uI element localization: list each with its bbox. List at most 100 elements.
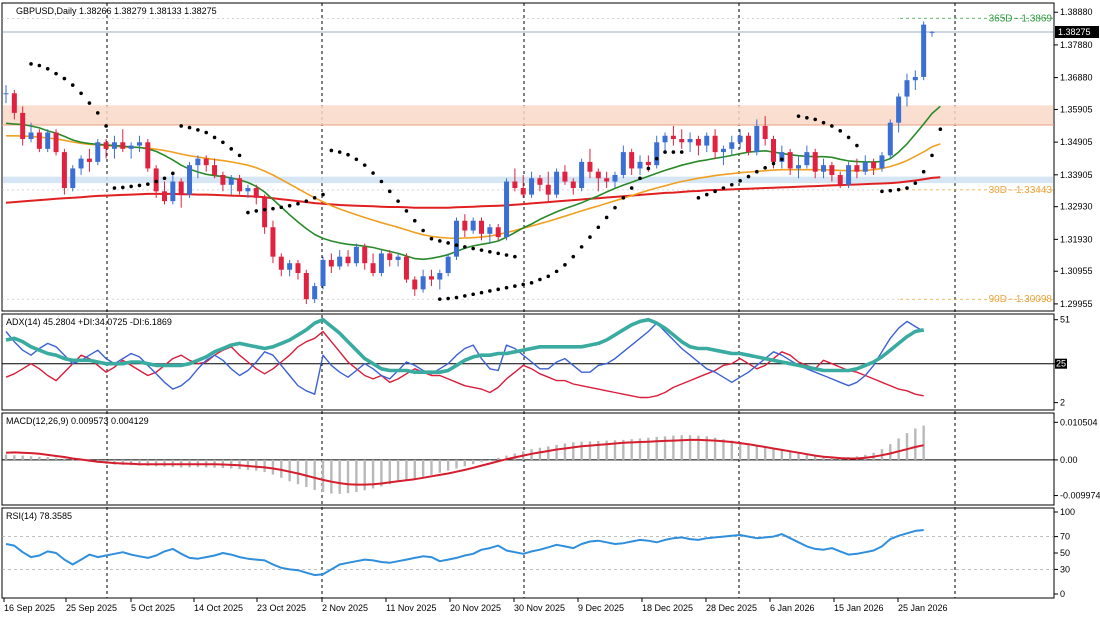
- candle-body: [262, 197, 268, 228]
- macd-histogram-bar: [630, 439, 633, 460]
- x-axis-label: 16 Sep 2025: [4, 603, 55, 613]
- sar-dot: [755, 169, 759, 174]
- candle-body: [796, 165, 802, 169]
- candle-body: [78, 158, 84, 169]
- sar-dot: [696, 196, 701, 200]
- price-y-tick-label: 1.29955: [1060, 299, 1093, 309]
- candle-body: [53, 132, 59, 153]
- macd-histogram-bar: [296, 459, 300, 485]
- candle-body: [770, 139, 776, 162]
- candle-body: [637, 161, 643, 169]
- rsi-y-tick-label: 0: [1060, 589, 1065, 599]
- candle-body: [495, 227, 501, 238]
- candle-body: [587, 161, 593, 172]
- x-axis-label: 30 Nov 2025: [514, 603, 565, 613]
- macd-histogram-bar: [597, 440, 600, 460]
- adx-y-tick-label: 25: [1056, 359, 1066, 369]
- sar-dot: [613, 205, 617, 210]
- current-price-label: 1.38275: [1058, 27, 1091, 37]
- macd-histogram-bar: [380, 459, 383, 487]
- x-axis-label: 20 Nov 2025: [450, 603, 501, 613]
- candle-body: [537, 178, 543, 185]
- sar-dot: [513, 254, 517, 259]
- macd-histogram-bar: [280, 459, 283, 478]
- candle-body: [904, 80, 910, 97]
- sma-slow-line: [5, 176, 941, 209]
- sar-dot: [221, 140, 225, 145]
- candle-body: [654, 142, 660, 166]
- sar-dot: [488, 289, 492, 293]
- sar-dot: [37, 63, 42, 68]
- candle-body: [162, 191, 168, 202]
- candle-body: [804, 152, 810, 166]
- macd-histogram-bar: [788, 450, 792, 460]
- sar-dot: [262, 207, 267, 212]
- sar-dot: [930, 153, 934, 158]
- candle-body: [479, 220, 485, 234]
- sar-dot: [412, 218, 417, 223]
- sar-dot: [504, 285, 509, 290]
- sar-dot: [504, 253, 509, 257]
- candle-body: [136, 142, 142, 146]
- panel-frame-price: [1, 2, 1055, 312]
- x-axis-label: 25 Jan 2026: [898, 603, 948, 613]
- macd-histogram-bar: [463, 459, 467, 467]
- macd-histogram-bar: [538, 447, 542, 460]
- sar-dot: [846, 135, 851, 140]
- sar-dot: [546, 274, 551, 279]
- adx-line: [5, 317, 925, 375]
- macd-histogram-bar: [505, 455, 508, 460]
- candle-body: [320, 259, 326, 287]
- candle-body: [395, 256, 401, 260]
- sar-dot: [855, 143, 859, 148]
- candle-body: [86, 158, 92, 162]
- candle-body: [612, 174, 618, 182]
- sar-dot: [54, 71, 58, 76]
- candle-body: [604, 178, 610, 182]
- sar-dot: [704, 192, 709, 197]
- sar-dot: [187, 125, 192, 130]
- candle-body: [61, 152, 67, 189]
- sar-dot: [729, 182, 734, 187]
- sma-mid-line: [6, 135, 941, 240]
- rsi-y-tick-label: 30: [1060, 564, 1070, 574]
- adx-y-tick-label: 2: [1060, 398, 1065, 408]
- candle-body: [70, 168, 76, 189]
- adx-title: ADX(14) 45.2804 +DI:34.0725 -DI:6.1869: [6, 317, 172, 327]
- reference-level-label: 365D - 1.3869: [989, 13, 1053, 24]
- macd-histogram-bar: [547, 446, 550, 460]
- sar-dot: [463, 245, 467, 249]
- sar-dot: [471, 246, 475, 251]
- candle-body: [178, 181, 184, 195]
- candle-body: [912, 76, 918, 81]
- macd-histogram-bar: [455, 459, 458, 469]
- sar-dot: [496, 287, 500, 292]
- price-zone: [3, 105, 1053, 125]
- candle-body: [545, 184, 551, 195]
- macd-histogram-bar: [4, 454, 8, 460]
- candle-body: [353, 246, 359, 264]
- sar-dot: [488, 249, 492, 254]
- macd-histogram-bar: [154, 459, 158, 467]
- candle-body: [829, 165, 835, 175]
- chart-header: GBPUSD,Daily 1.38266 1.38279 1.38133 1.3…: [16, 6, 217, 16]
- candle-body: [712, 135, 718, 153]
- sar-dot: [479, 248, 484, 252]
- sar-dot: [763, 165, 767, 170]
- candle-body: [754, 125, 760, 153]
- sar-dot: [738, 179, 742, 183]
- rsi-line: [5, 529, 924, 577]
- macd-histogram-bar: [305, 459, 308, 488]
- sar-dot: [70, 83, 75, 87]
- sar-dot: [554, 269, 559, 274]
- candle-body: [303, 273, 309, 300]
- candle-body: [462, 220, 468, 231]
- candle-body: [695, 139, 701, 146]
- macd-histogram-bar: [246, 459, 250, 470]
- x-axis-label: 5 Oct 2025: [131, 603, 175, 613]
- macd-histogram-bar: [814, 454, 817, 460]
- candle-body: [3, 93, 9, 95]
- candle-body: [837, 174, 843, 185]
- sar-dot: [129, 184, 133, 189]
